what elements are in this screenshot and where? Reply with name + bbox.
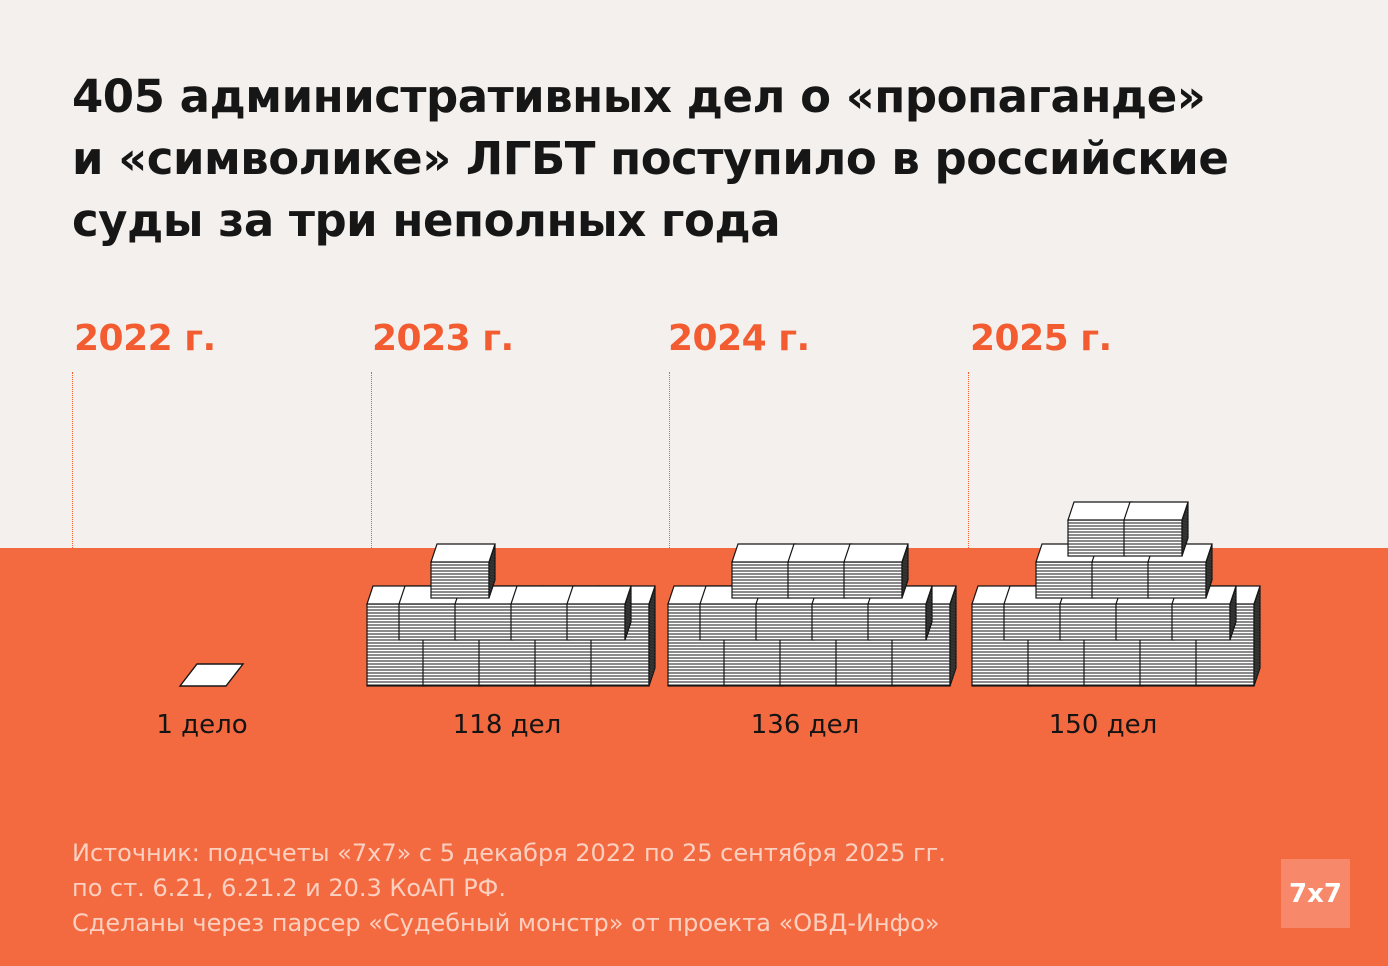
year-label-2023: 2023 г. xyxy=(372,318,514,359)
year-divider-2023 xyxy=(371,372,372,548)
source-note: Источник: подсчеты «7x7» с 5 декабря 202… xyxy=(72,836,1172,941)
count-label-2025: 150 дел xyxy=(1048,710,1158,740)
source-line-2: по ст. 6.21, 6.21.2 и 20.3 КоАП РФ. xyxy=(72,874,506,902)
stack-2022 xyxy=(178,663,245,687)
year-divider-2024 xyxy=(669,372,670,548)
count-label-2022: 1 дело xyxy=(156,710,248,740)
title-line-1: 405 административных дел о «пропаганде» xyxy=(72,70,1206,123)
title-line-2: и «символике» ЛГБТ поступило в российски… xyxy=(72,132,1229,185)
year-divider-2022 xyxy=(72,372,73,548)
year-divider-2025 xyxy=(968,372,969,548)
source-line-1: Источник: подсчеты «7x7» с 5 декабря 202… xyxy=(72,839,946,867)
title-line-3: суды за три неполных года xyxy=(72,194,781,247)
stack-2025 xyxy=(971,501,1261,687)
year-label-2022: 2022 г. xyxy=(74,318,216,359)
stack-2024 xyxy=(667,543,957,687)
source-line-3: Сделаны через парсер «Судебный монстр» о… xyxy=(72,909,940,937)
count-label-2024: 136 дел xyxy=(750,710,860,740)
chart-title: 405 административных дел о «пропаганде» … xyxy=(72,66,1332,252)
logo-7x7: 7x7 xyxy=(1281,859,1350,928)
year-label-2024: 2024 г. xyxy=(668,318,810,359)
count-label-2023: 118 дел xyxy=(452,710,562,740)
stack-2023 xyxy=(366,543,656,687)
year-label-2025: 2025 г. xyxy=(970,318,1112,359)
